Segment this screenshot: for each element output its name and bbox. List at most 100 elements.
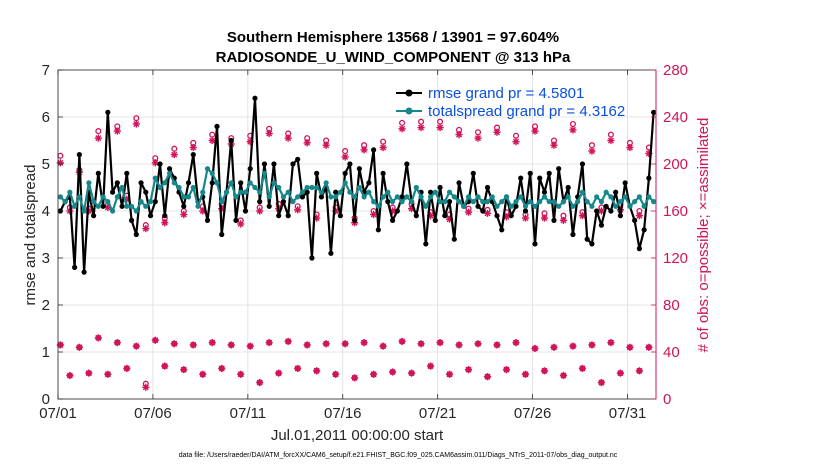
totalspread-point: [385, 189, 391, 195]
rmse-point: [72, 264, 78, 270]
totalspread-point: [475, 194, 481, 200]
rmse-point: [380, 170, 386, 176]
x-tick-label: 07/01: [39, 405, 77, 422]
totalspread-point: [171, 180, 177, 186]
rmse-point: [252, 95, 258, 101]
rmse-point: [470, 170, 476, 176]
obs-assimilated-marker: [256, 207, 264, 215]
rmse-point: [446, 199, 453, 205]
rmse-point: [551, 217, 557, 223]
totalspread-point: [347, 189, 353, 195]
rmse-point: [309, 255, 315, 261]
rmse-point: [413, 213, 419, 219]
data-series: [57, 95, 657, 275]
obs-assimilated-marker-low: [56, 341, 64, 349]
totalspread-point: [594, 194, 600, 200]
obs-assimilated-marker-low: [379, 342, 387, 350]
totalspread-point: [413, 184, 419, 191]
rmse-point: [290, 161, 296, 167]
rmse-point: [541, 189, 548, 195]
rmse-point: [389, 217, 396, 223]
y-right-tick-label: 200: [663, 156, 688, 173]
obs-assimilated-marker: [483, 209, 492, 217]
totalspread-point: [427, 194, 434, 200]
obs-assimilated-marker-low: [493, 341, 501, 349]
rmse-point: [109, 189, 116, 195]
obs-count-markers: [56, 115, 653, 391]
obs-assimilated-marker-low: [132, 342, 140, 350]
totalspread-point: [266, 194, 272, 200]
rmse-point: [285, 213, 291, 219]
obs-assimilated-marker-low: [246, 342, 254, 350]
rmse-point: [432, 217, 438, 223]
rmse-point: [579, 161, 586, 167]
y-tick-label: 3: [42, 250, 50, 267]
obs-assimilated-marker: [170, 151, 178, 159]
totalspread-point: [195, 203, 201, 209]
totalspread-point: [190, 184, 196, 191]
rmse-point: [209, 180, 215, 186]
obs-assimilated-marker-low: [75, 343, 83, 351]
totalspread-point: [570, 203, 576, 209]
obs-assimilated-marker: [189, 143, 197, 152]
rmse-point: [162, 213, 168, 219]
obs-assimilated-marker-low: [151, 336, 159, 344]
obs-assimilated-marker-low: [66, 371, 74, 380]
totalspread-point: [162, 180, 168, 186]
totalspread-point: [242, 189, 249, 195]
totalspread-point: [147, 199, 154, 205]
x-tick-label: 07/26: [514, 405, 552, 422]
totalspread-point: [503, 194, 510, 200]
totalspread-point: [290, 199, 296, 205]
totalspread-point: [404, 194, 410, 200]
rmse-point: [143, 189, 149, 195]
y-right-tick-label: 160: [663, 203, 688, 220]
obs-assimilated-marker: [474, 134, 482, 142]
totalspread-point: [124, 203, 130, 209]
rmse-point: [603, 203, 609, 209]
legend-spread-marker: [405, 107, 413, 115]
obs-assimilated-marker: [265, 129, 273, 138]
totalspread-point: [361, 194, 367, 200]
obs-assimilated-marker: [521, 214, 530, 222]
obs-assimilated-marker: [284, 134, 292, 142]
obs-assimilated-marker-low: [237, 370, 245, 378]
data-file-footer: data file: /Users/raeder/DAI/ATM_forcXX/…: [179, 452, 618, 459]
rmse-point: [190, 152, 196, 158]
totalspread-point: [556, 203, 562, 209]
totalspread-point: [143, 203, 149, 209]
totalspread-point: [299, 189, 306, 195]
obs-assimilated-marker: [208, 136, 216, 145]
totalspread-point: [522, 203, 529, 209]
totalspread-point: [632, 199, 638, 205]
obs-assimilated-marker-low: [540, 367, 549, 375]
totalspread-point: [480, 199, 486, 205]
totalspread-point: [337, 189, 343, 195]
obs-assimilated-marker: [436, 123, 444, 132]
obs-assimilated-marker: [341, 153, 349, 161]
obs-assimilated-marker-low: [142, 383, 150, 391]
obs-assimilated-marker: [142, 225, 150, 233]
legend-rmse-marker: [405, 89, 413, 97]
obs-assimilated-marker-low: [559, 371, 568, 380]
totalspread-point: [138, 199, 144, 205]
totalspread-point: [641, 203, 647, 209]
obs-assimilated-marker-low: [588, 341, 596, 349]
obs-assimilated-marker-low: [161, 362, 169, 370]
y-right-tick-label: 40: [663, 344, 680, 361]
rmse-point: [570, 231, 576, 238]
totalspread-point: [451, 194, 457, 200]
rmse-point: [451, 236, 457, 242]
obs-assimilated-marker: [512, 138, 520, 146]
y-tick-label: 1: [42, 344, 50, 361]
obs-assimilated-marker-low: [436, 339, 444, 347]
obs-assimilated-marker-low: [616, 369, 625, 377]
totalspread-point: [508, 203, 514, 209]
y-right-tick-label: 0: [663, 391, 671, 408]
rmse-point: [375, 227, 381, 233]
rmse-point: [81, 269, 87, 275]
x-axis-label: Jul.01,2011 00:00:00 start: [271, 427, 444, 444]
rmse-point: [532, 241, 538, 247]
totalspread-point: [185, 194, 192, 200]
obs-assimilated-marker: [493, 128, 501, 136]
